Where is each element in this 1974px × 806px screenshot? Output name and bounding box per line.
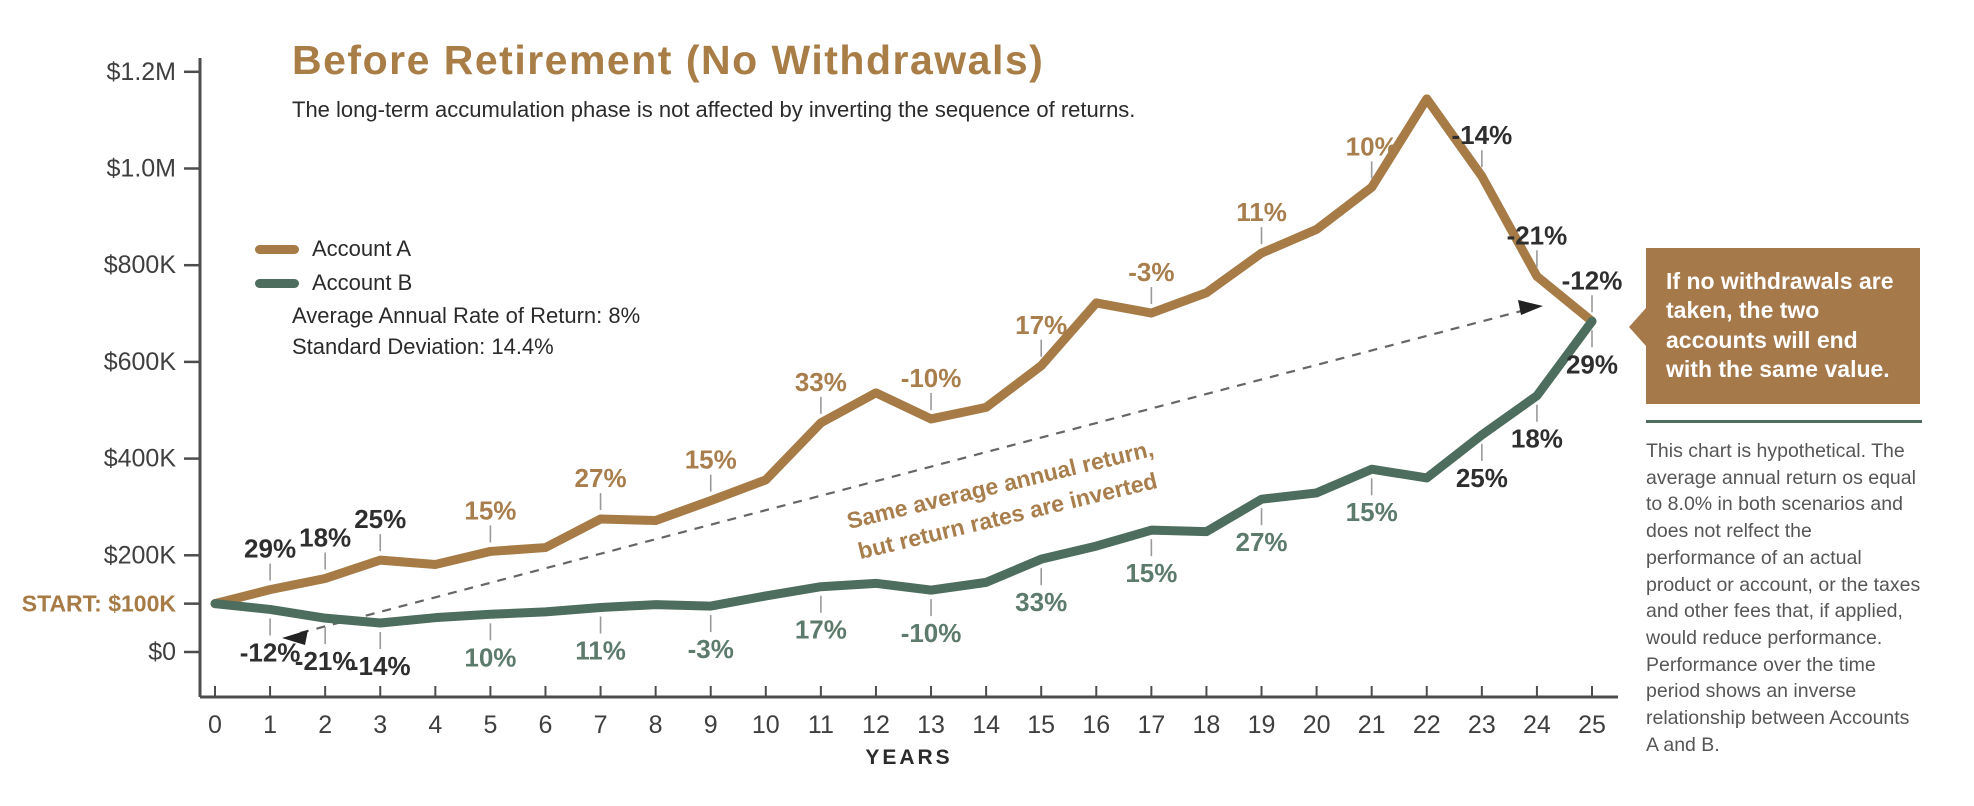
x-tick-label: 25 [1578, 711, 1606, 739]
return-label-account-b: -21% [295, 646, 356, 676]
return-label-account-a: 11% [1236, 197, 1287, 227]
return-label-account-b: -12% [240, 637, 301, 667]
x-tick-label: 12 [862, 711, 890, 739]
x-tick-label: 5 [483, 711, 497, 739]
callout-box: If no withdrawals are taken, the two acc… [1629, 248, 1920, 404]
return-label-account-a: 15% [464, 495, 516, 525]
x-tick-label: 22 [1413, 711, 1441, 739]
x-tick-label: 3 [373, 711, 387, 739]
return-label-account-b: 29% [1566, 349, 1618, 379]
y-tick-label: $1.2M [107, 58, 176, 86]
return-label-account-b: 15% [1346, 497, 1398, 527]
return-label-account-a: -10% [901, 363, 962, 393]
x-tick-label: 16 [1082, 711, 1110, 739]
y-tick-label: $0 [148, 638, 176, 666]
x-tick-label: 9 [704, 711, 718, 739]
x-tick-label: 19 [1248, 711, 1276, 739]
y-tick-label: $200K [104, 541, 177, 569]
series-b-line [210, 316, 1597, 628]
return-label-account-b: 11% [575, 636, 626, 666]
series-a-line [210, 94, 1597, 609]
x-tick-label: 18 [1193, 711, 1221, 739]
return-label-account-a: 25% [354, 504, 406, 534]
connector-arrowhead-left [282, 630, 308, 645]
legend-item-account-a: Account A [255, 232, 412, 266]
callout-text: If no withdrawals are taken, the two acc… [1666, 268, 1894, 383]
x-tick-label: 8 [649, 711, 663, 739]
return-label-account-b: 18% [1511, 424, 1563, 454]
x-tick-label: 0 [208, 711, 222, 739]
legend: Account A Account B [255, 232, 412, 300]
x-tick-label: 21 [1358, 711, 1386, 739]
return-label-account-b: -3% [688, 634, 734, 664]
x-tick-label: 6 [539, 711, 553, 739]
stats-block: Average Annual Rate of Return: 8% Standa… [292, 300, 640, 362]
return-label-account-a: 29% [244, 534, 296, 564]
return-label-account-a: -14% [1451, 120, 1512, 150]
y-tick-label: $600K [104, 348, 177, 376]
return-label-account-a: 17% [1015, 310, 1067, 340]
return-label-account-a: 33% [795, 367, 847, 397]
x-tick-label: 11 [808, 711, 834, 739]
account-b-label: Account B [312, 270, 413, 295]
return-label-account-a: -21% [1507, 220, 1568, 250]
return-label-account-a: 10% [1346, 131, 1398, 161]
return-label-account-b: 27% [1235, 527, 1287, 557]
x-tick-label: 4 [428, 711, 442, 739]
x-tick-label: 7 [594, 711, 608, 739]
x-tick-label: 10 [752, 711, 780, 739]
y-tick-label: $800K [104, 251, 177, 279]
page-subtitle: The long-term accumulation phase is not … [292, 97, 1136, 123]
avg-return-stat: Average Annual Rate of Return: 8% [292, 303, 641, 328]
x-tick-label: 2 [318, 711, 332, 739]
return-label-account-a: 15% [685, 445, 737, 475]
x-tick-label: 17 [1137, 711, 1165, 739]
page-title: Before Retirement (No Withdrawals) [292, 37, 1045, 83]
x-tick-label: 23 [1468, 711, 1496, 739]
x-axis-title: YEARS [865, 746, 952, 769]
x-tick-label: 20 [1303, 711, 1331, 739]
disclaimer-text: This chart is hypothetical. The average … [1646, 440, 1921, 756]
legend-item-account-b: Account B [255, 266, 412, 300]
return-label-account-b: -10% [901, 618, 962, 648]
return-label-account-b: 33% [1015, 587, 1067, 617]
x-tick-label: 13 [917, 711, 945, 739]
std-deviation-stat: Standard Deviation: 14.4% [292, 334, 554, 360]
return-label-account-a: 27% [575, 463, 627, 493]
return-label-account-a: -12% [1562, 265, 1623, 295]
return-label-account-b: 17% [795, 615, 847, 645]
return-label-account-b: 10% [464, 642, 516, 672]
connector-annotation: Same average annual return,but return ra… [844, 435, 1160, 564]
account-a-label: Account A [312, 236, 412, 261]
y-axis-start-label: START: $100K [22, 591, 177, 617]
account-a-swatch [255, 244, 299, 254]
return-label-account-a: 18% [299, 523, 351, 553]
dashed-connector-line [299, 308, 1526, 635]
y-tick-label: $1.0M [107, 155, 176, 183]
return-label-account-a: -3% [1128, 257, 1174, 287]
return-label-account-b: -14% [350, 651, 411, 681]
return-label-account-b: 25% [1456, 463, 1508, 493]
callout-tail [1629, 308, 1646, 346]
y-tick-label: $400K [104, 445, 177, 473]
x-tick-label: 15 [1027, 711, 1055, 739]
title-block: Before Retirement (No Withdrawals) The l… [292, 37, 1392, 123]
x-tick-label: 24 [1523, 711, 1551, 739]
x-tick-label: 14 [972, 711, 1000, 739]
connector-arrowhead-right [1518, 300, 1543, 315]
account-b-swatch [255, 278, 299, 288]
return-label-account-b: 15% [1125, 558, 1177, 588]
x-tick-label: 1 [263, 711, 277, 739]
disclaimer-panel: This chart is hypothetical. The average … [1646, 420, 1922, 758]
